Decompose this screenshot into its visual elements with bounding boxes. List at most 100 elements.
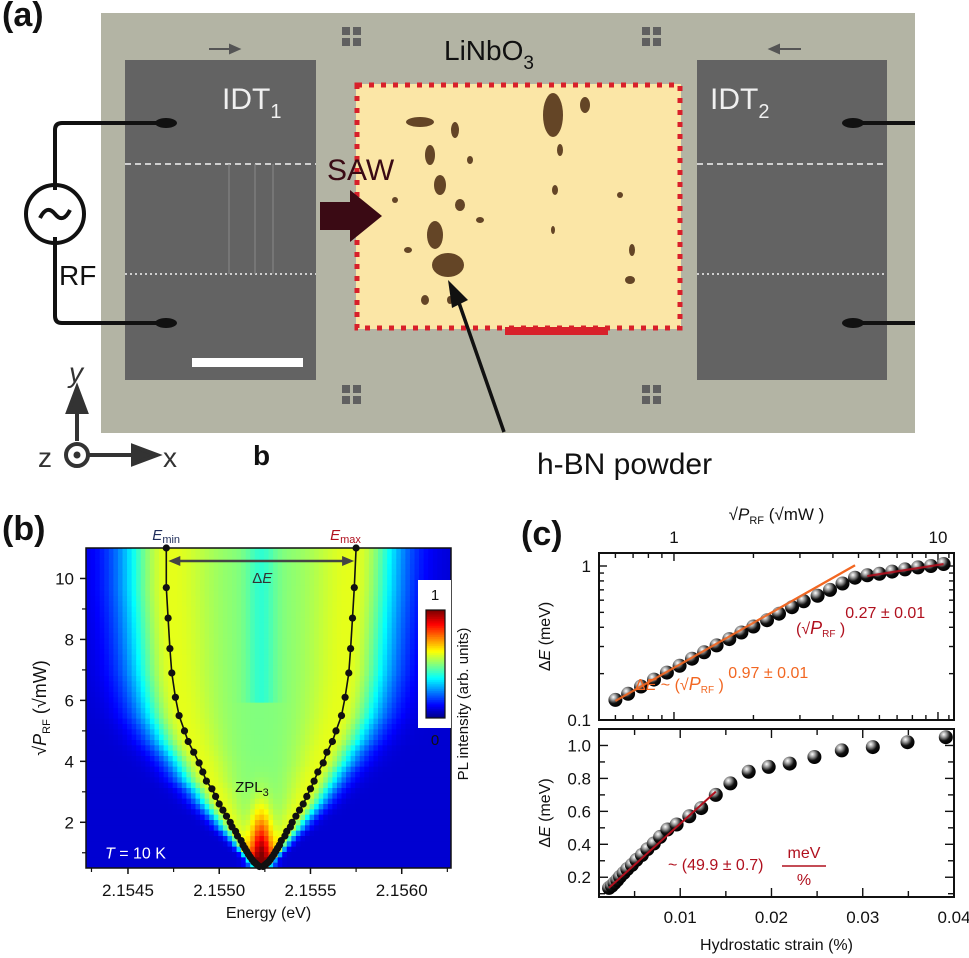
idt2-label: IDT2	[710, 83, 769, 123]
data-point-e-min	[222, 812, 231, 820]
idt1-top-contact	[155, 118, 177, 128]
bottom-x-tick-label: 0.04	[937, 908, 969, 927]
fit2-label: (√PRF )0.27 ± 0.01	[796, 605, 925, 640]
x-tick-label: 2.1545	[102, 881, 154, 900]
data-point	[734, 625, 749, 640]
data-point	[708, 787, 723, 802]
data-point	[936, 557, 951, 571]
colorbar-gradient	[426, 610, 445, 719]
data-point-e-max	[348, 614, 357, 622]
fit1-label: ΔE ~ (√PRF ) 0.97 ± 0.01	[635, 665, 808, 696]
data-point	[782, 756, 797, 771]
axis-z-label: z	[38, 442, 52, 473]
temperature-label: T = 10 K	[105, 845, 166, 862]
substrate-label: LiNbO3	[444, 35, 534, 74]
idt1-label: IDT1	[222, 83, 281, 123]
data-point-e-max	[295, 806, 304, 814]
data-point-e-max	[299, 800, 307, 808]
bottom-y-tick-label: 0.2	[567, 868, 591, 887]
strain-fit-unit-denominator: %	[797, 872, 811, 889]
data-point-e-max	[288, 818, 296, 826]
data-point	[900, 735, 915, 750]
y-tick-label: 4	[65, 752, 74, 771]
zpl-label: ZPL3	[235, 779, 269, 799]
data-point-e-max	[337, 712, 346, 720]
data-point	[694, 801, 709, 816]
data-point-e-min	[164, 614, 172, 622]
x-tick-label: 2.1555	[284, 881, 336, 900]
bottom-x-axis-label: Hydrostatic strain (%)	[700, 937, 853, 954]
top-x-axis-label: √PRF (√mW )	[729, 505, 825, 527]
fit-line-overlay-2	[867, 562, 944, 578]
data-point-e-max	[303, 792, 311, 800]
y-axis-label: √PRF (√mW)	[30, 660, 53, 755]
top-x-tick-label: 1	[669, 528, 678, 547]
data-point-e-min	[168, 669, 176, 677]
top-x-tick-label: 10	[929, 528, 948, 547]
data-point-e-min	[184, 737, 192, 746]
data-point-e-min	[195, 759, 203, 767]
bottom-plot-frame	[598, 728, 955, 898]
data-point	[835, 576, 850, 591]
scale-bar-white	[192, 358, 303, 367]
data-point-e-max	[310, 777, 318, 785]
coordinate-axes-icon	[64, 382, 163, 468]
data-point-e-min	[171, 693, 179, 701]
strain-fit-unit-numerator: meV	[788, 845, 821, 862]
colorbar-max-label: 1	[431, 587, 439, 604]
data-point	[807, 750, 822, 764]
data-point-e-max	[306, 785, 315, 793]
data-point	[823, 582, 837, 597]
bottom-y-tick-label: 0.8	[567, 769, 591, 788]
data-point-e-max	[328, 737, 336, 746]
y-tick-label: 6	[65, 691, 74, 710]
data-point-e-max	[292, 812, 300, 820]
bottom-y-tick-label: 1.0	[567, 736, 591, 755]
data-point	[746, 619, 761, 634]
hbn-powder-particles	[392, 93, 635, 305]
data-point-e-min	[166, 645, 174, 653]
data-point-e-min	[175, 712, 183, 720]
top-plot-frame	[598, 552, 955, 721]
y-tick-label: 10	[55, 569, 74, 588]
chart-c-scatter: 1 10 0.1 1 √PRF (√mW ) ΔE (meV) ΔE ~ (√PRF ) 0…	[537, 505, 969, 954]
axis-y-label: y	[67, 357, 85, 388]
data-point-e-max	[323, 748, 331, 756]
powder-label: h-BN powder	[537, 448, 712, 481]
powder-pointer-arrow	[456, 299, 506, 433]
data-point	[865, 740, 880, 755]
sub-label-b: b	[253, 440, 270, 471]
bottom-x-tick-label: 0.03	[846, 908, 879, 927]
bottom-y-tick-label: 0.4	[567, 835, 591, 854]
y-tick-label: 8	[65, 630, 74, 649]
colorbar-min-label: 0	[431, 732, 439, 749]
rf-source-icon	[24, 183, 86, 245]
data-point	[741, 764, 756, 779]
data-point-e-max	[341, 693, 349, 701]
panel-a-label: (a)	[2, 0, 44, 34]
top-y-tick-label: 0.1	[567, 711, 591, 730]
data-point-e-max	[314, 768, 322, 776]
data-point-e-min	[202, 777, 210, 785]
data-point-e-min	[219, 806, 227, 814]
rf-label: RF	[59, 260, 96, 291]
delta-e-arrowhead-left	[168, 556, 181, 566]
data-point-e-min	[162, 584, 170, 592]
data-point-e-max	[350, 584, 358, 592]
delta-e-arrowhead-right	[342, 556, 355, 566]
panel-b-label: (b)	[2, 510, 46, 548]
bottom-x-tick-label: 0.01	[664, 908, 697, 927]
data-point	[834, 743, 849, 758]
emin-label: Emin	[152, 527, 180, 546]
bottom-x-tick-label: 0.02	[755, 908, 788, 927]
panel-a-schematic: LiNbO3 IDT1 IDT2 SAW RF h-BN powder b y …	[24, 13, 915, 481]
fit-line-overlay-1	[614, 564, 856, 702]
data-point	[810, 588, 825, 603]
data-point-e-min	[208, 785, 216, 793]
data-point-e-min	[226, 818, 234, 826]
data-point	[848, 570, 862, 585]
data-point	[761, 759, 776, 774]
saw-arrow	[320, 190, 382, 242]
idt2-bottom-contact	[842, 318, 864, 328]
